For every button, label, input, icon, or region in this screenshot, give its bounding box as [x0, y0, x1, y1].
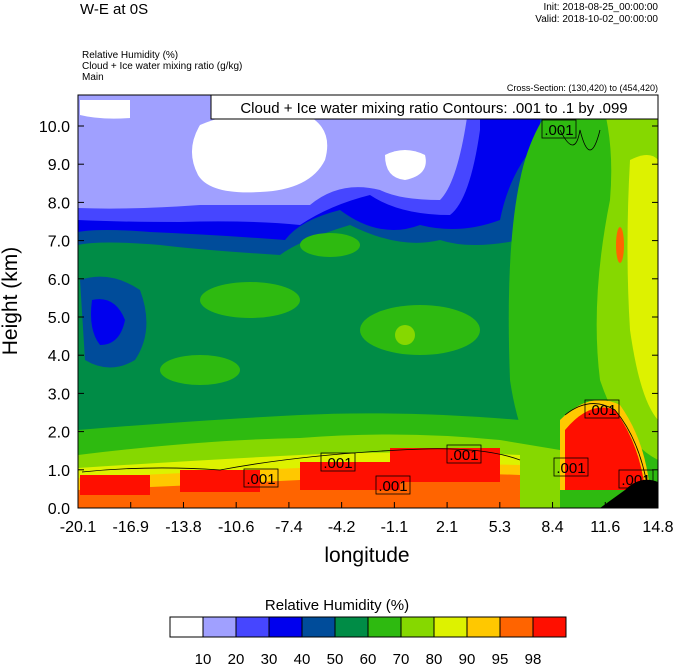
- x-axis: -20.1 -16.9 -13.8 -10.6 -7.4 -4.2 -1.1 2.1 5.3 8.…: [60, 502, 674, 536]
- contour-label-box: [320, 452, 356, 472]
- contour-label: .001: [544, 122, 573, 139]
- contour-label: .001: [378, 478, 407, 495]
- y-tick-label: 1.0: [48, 463, 70, 480]
- x-tick-label: -10.6: [218, 519, 255, 536]
- x-tick-label: 11.6: [590, 519, 620, 536]
- colorbar: [169, 616, 567, 638]
- field-label-rh: Relative Humidity (%): [82, 50, 179, 61]
- qcloud-contours: [81, 129, 649, 491]
- colorbar-swatch: [268, 616, 303, 638]
- y-tick-label: 6.0: [48, 272, 70, 289]
- rh-filled-contours: [78, 95, 658, 508]
- contour-label-box: [541, 119, 577, 139]
- colorbar-swatch: [499, 616, 534, 638]
- x-tick-label: 5.3: [489, 519, 511, 536]
- colorbar-label: 50: [326, 651, 344, 668]
- contour-label: .001: [323, 455, 352, 472]
- x-tick-label: -4.2: [328, 519, 356, 536]
- colorbar-swatch: [433, 616, 468, 638]
- y-tick-label: 3.0: [48, 386, 70, 403]
- y-tick-label: 0.0: [48, 501, 70, 518]
- x-axis-label: longitude: [324, 544, 409, 567]
- plot-title: W-E at 0S: [80, 1, 149, 18]
- contour-label: .001: [587, 402, 616, 419]
- colorbar-swatch: [235, 616, 270, 638]
- colorbar-label: 98: [524, 651, 542, 668]
- terrain: [600, 479, 658, 508]
- colorbar-swatch: [301, 616, 336, 638]
- y-tick-label: 5.0: [48, 310, 70, 327]
- colorbar-label: 80: [425, 651, 443, 668]
- x-tick-label: -16.9: [112, 519, 149, 536]
- colorbar-swatch: [334, 616, 369, 638]
- x-tick-label: 14.8: [642, 519, 673, 536]
- colorbar-label: 90: [458, 651, 476, 668]
- contour-label-box: [553, 457, 589, 477]
- y-tick-label: 4.0: [48, 348, 70, 365]
- valid-time: Valid: 2018-10-02_00:00:00: [535, 14, 658, 25]
- colorbar-label: 20: [227, 651, 245, 668]
- contour-label-box: [446, 444, 482, 464]
- colorbar-label: 40: [293, 651, 311, 668]
- colorbar-label: 60: [359, 651, 377, 668]
- colorbar-label: 30: [260, 651, 278, 668]
- field-label-qcloud: Cloud + Ice water mixing ratio (g/kg): [82, 61, 243, 72]
- colorbar-label: 95: [491, 651, 509, 668]
- y-tick-label: 8.0: [48, 195, 70, 212]
- cross-section-label: Cross-Section: (130,420) to (454,420): [506, 83, 658, 93]
- contour-label: .001: [556, 460, 585, 477]
- colorbar-label: 70: [392, 651, 410, 668]
- y-tick-label: 2.0: [48, 425, 70, 442]
- y-tick-label: 10.0: [39, 119, 70, 136]
- field-label-main: Main: [82, 72, 104, 83]
- x-tick-label: -13.8: [165, 519, 202, 536]
- contour-label-box: [584, 399, 620, 419]
- contour-label-box: [618, 469, 654, 489]
- x-tick-label: -20.1: [60, 519, 97, 536]
- contour-labels: .001 .001 .001 .001 .001 .001 .001 .001: [243, 119, 654, 495]
- init-time: Init: 2018-08-25_00:00:00: [543, 2, 658, 13]
- colorbar-title: Relative Humidity (%): [264, 597, 410, 614]
- contour-label-box: [243, 468, 279, 488]
- x-tick-label: -1.1: [381, 519, 409, 536]
- y-axis-label: Height (km): [0, 247, 22, 356]
- y-tick-label: 7.0: [48, 234, 70, 251]
- contour-label: .001: [246, 471, 275, 488]
- y-tick-label: 9.0: [48, 157, 70, 174]
- y-axis: 0.0 1.0 2.0 3.0 4.0 5.0 6.0 7.0 8.0 9.0 10.0: [39, 119, 658, 518]
- colorbar-swatch: [466, 616, 501, 638]
- colorbar-swatch: [169, 616, 204, 638]
- x-tick-label: -7.4: [275, 519, 303, 536]
- colorbar-swatch: [367, 616, 402, 638]
- x-tick-label: 2.1: [436, 519, 458, 536]
- colorbar-label: 10: [194, 651, 212, 668]
- contour-label: .001: [449, 447, 478, 464]
- colorbar-swatch: [532, 616, 567, 638]
- contour-label-box: [375, 475, 411, 495]
- contour-label: .001: [621, 472, 650, 489]
- init-valid-times: Init: 2018-08-25_00:00:00 Valid: 2018-10-…: [535, 2, 658, 26]
- colorbar-swatch: [400, 616, 435, 638]
- colorbar-swatch: [202, 616, 237, 638]
- x-tick-label: 8.4: [541, 519, 563, 536]
- contour-info-label: Cloud + Ice water mixing ratio Contours:…: [240, 100, 627, 117]
